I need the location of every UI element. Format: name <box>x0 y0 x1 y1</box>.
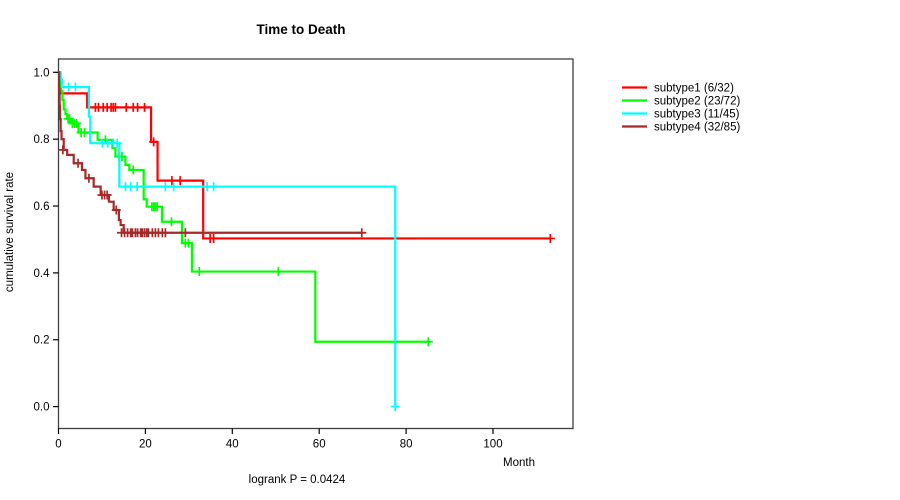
survival-curves <box>58 71 555 412</box>
censor-mark <box>80 127 90 137</box>
censor-mark <box>423 337 433 347</box>
censor-mark <box>209 233 219 243</box>
x-tick-label: 20 <box>139 439 152 451</box>
legend-item: subtype3 (11/45) <box>622 109 740 121</box>
censor-mark <box>357 228 367 238</box>
survival-curve <box>58 71 551 240</box>
censor-mark <box>73 158 83 168</box>
legend: subtype1 (6/32)subtype2 (23/72)subtype3 … <box>622 83 740 134</box>
legend-label: subtype2 (23/72) <box>654 96 740 108</box>
y-tick-label: 0.6 <box>34 201 50 213</box>
y-tick-label: 0.4 <box>34 268 51 280</box>
legend-label: subtype3 (11/45) <box>654 109 740 121</box>
x-tick-label: 100 <box>483 439 502 451</box>
x-tick-label: 40 <box>226 439 239 451</box>
censor-mark <box>273 267 283 277</box>
legend-item: subtype4 (32/85) <box>622 122 740 134</box>
censor-mark <box>175 176 185 186</box>
y-tick-label: 0.0 <box>34 402 50 414</box>
censor-mark <box>209 182 219 192</box>
logrank-pvalue: logrank P = 0.0424 <box>249 474 346 486</box>
censor-mark <box>111 205 121 215</box>
censor-mark <box>545 233 555 243</box>
censor-mark <box>167 176 177 186</box>
censor-mark <box>64 114 74 124</box>
legend-label: subtype1 (6/32) <box>654 83 734 95</box>
censor-mark <box>112 138 122 148</box>
censor-mark <box>70 82 80 92</box>
axis-ticks: 0 20 40 60 80 100 0.0 0.2 0.4 0.6 0.8 1.0 <box>34 67 503 450</box>
legend-label: subtype4 (32/85) <box>654 122 740 134</box>
legend-item: subtype2 (23/72) <box>622 96 740 108</box>
censor-mark <box>102 190 112 200</box>
y-tick-label: 0.8 <box>34 134 50 146</box>
censor-mark <box>166 217 176 227</box>
y-axis-title: cumulative survival rate <box>4 172 16 292</box>
censor-mark <box>390 402 400 412</box>
censor-mark <box>58 145 68 155</box>
censor-mark <box>152 202 162 212</box>
x-tick-label: 60 <box>313 439 326 451</box>
y-tick-label: 1.0 <box>34 67 50 79</box>
plot-border <box>57 58 574 430</box>
censor-mark <box>160 228 170 238</box>
censor-mark <box>183 238 193 248</box>
y-tick-label: 0.2 <box>34 335 50 347</box>
censor-mark <box>132 182 142 192</box>
plot-frame <box>57 58 574 430</box>
censor-mark <box>84 173 94 183</box>
censor-mark <box>110 102 120 112</box>
legend-item: subtype1 (6/32) <box>622 83 734 95</box>
censor-mark <box>140 102 150 112</box>
censor-mark <box>180 228 190 238</box>
x-axis-unit-label: Month <box>503 457 535 469</box>
censor-mark <box>72 118 82 128</box>
x-tick-label: 80 <box>400 439 413 451</box>
censor-mark <box>169 182 179 192</box>
x-tick-label: 0 <box>55 439 61 451</box>
chart-title: Time to Death <box>256 22 345 37</box>
survival-curve <box>58 71 362 234</box>
censor-mark <box>194 267 204 277</box>
censor-mark <box>160 182 170 192</box>
censor-mark <box>149 137 159 147</box>
censor-mark <box>128 165 138 175</box>
